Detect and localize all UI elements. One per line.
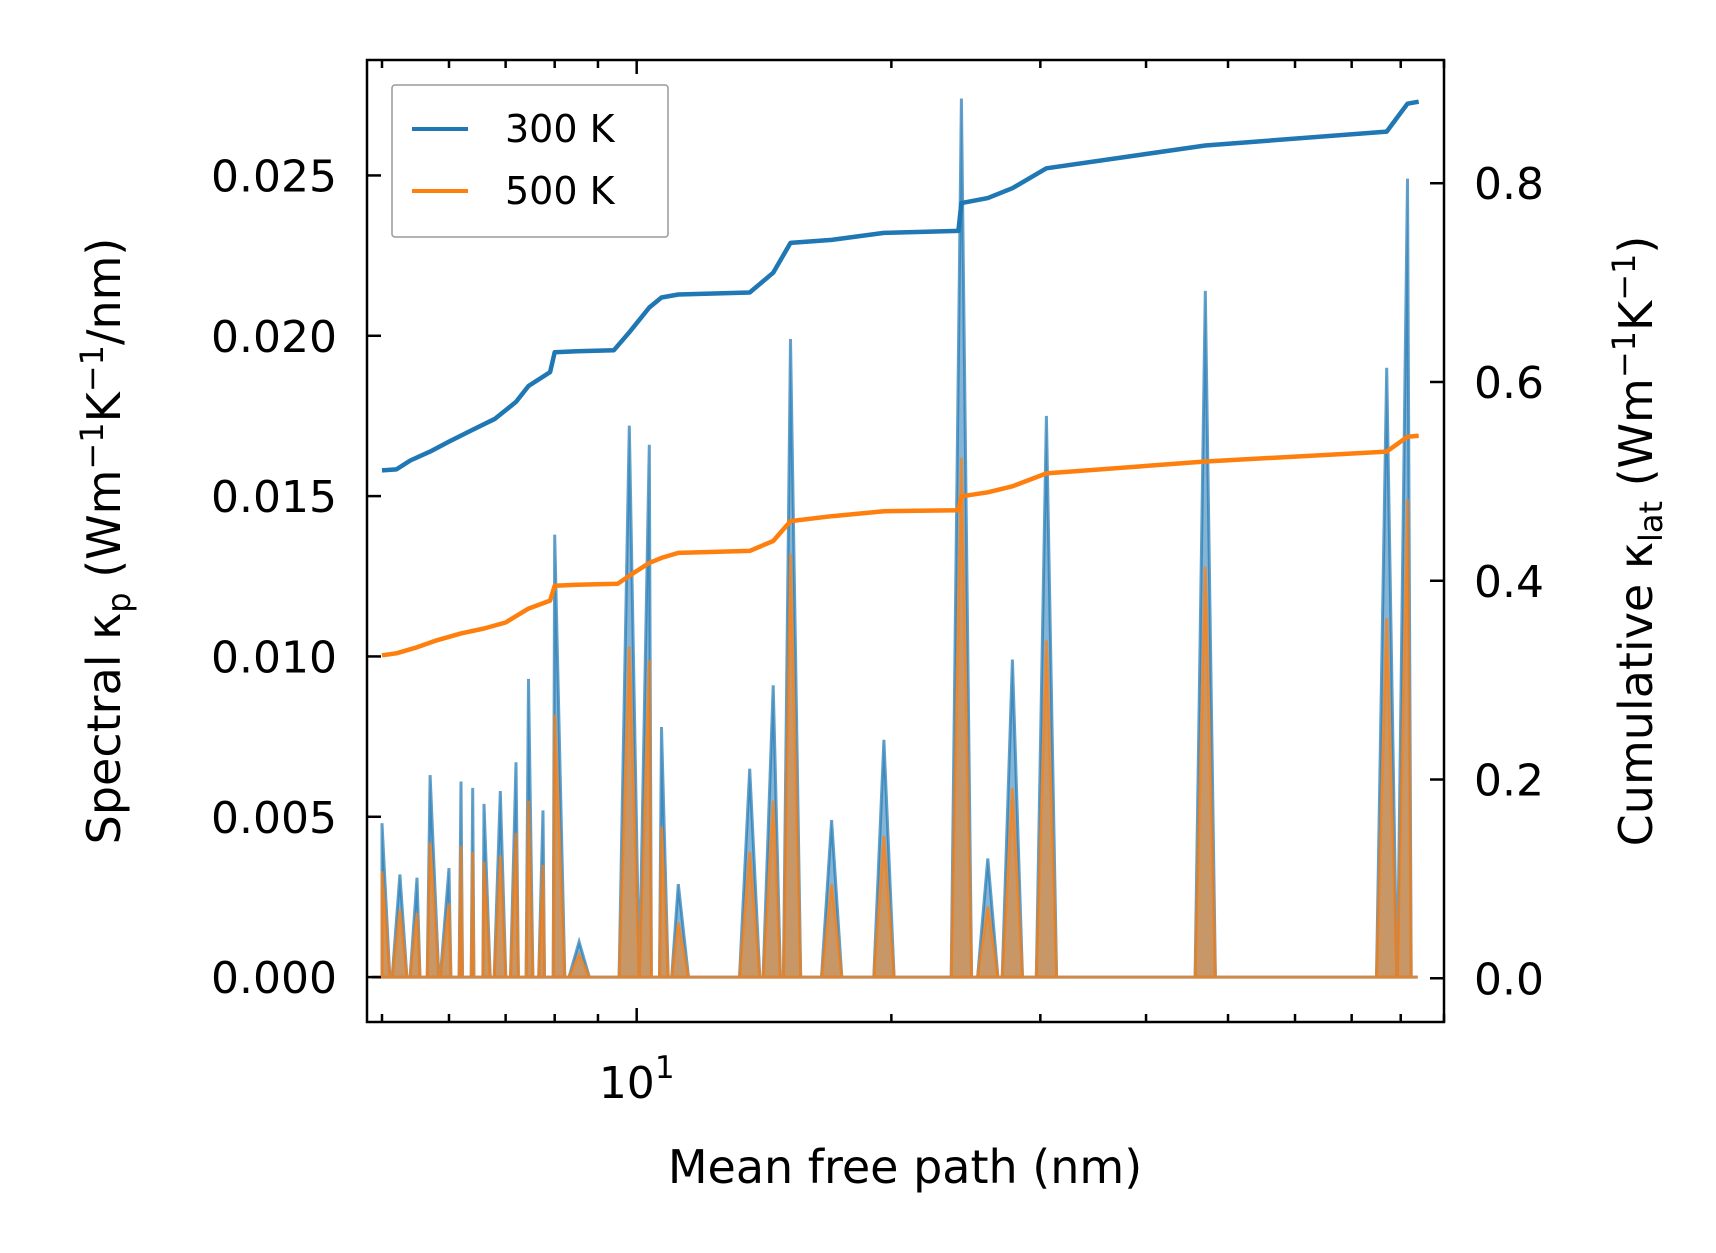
right-label-unit2: K bbox=[1609, 299, 1663, 331]
left-tick-label: 0.025 bbox=[211, 151, 337, 202]
left-tick-label: 0.005 bbox=[211, 793, 337, 844]
left-label-unit3: /nm) bbox=[77, 238, 131, 345]
right-label-sup1: −1 bbox=[1605, 331, 1643, 378]
x-axis-label: Mean free path (nm) bbox=[668, 1140, 1142, 1194]
left-tick-label: 0.000 bbox=[211, 953, 337, 1004]
right-label-unit3: ) bbox=[1609, 236, 1663, 254]
right-axis-label: Cumulative κlat (Wm−1K−1) bbox=[1605, 236, 1670, 847]
right-label-sub: lat bbox=[1632, 501, 1670, 542]
right-label-main: Cumulative κ bbox=[1609, 542, 1663, 846]
left-tick-label: 0.015 bbox=[211, 472, 337, 523]
right-tick-label: 0.8 bbox=[1474, 159, 1544, 210]
cumulative-line-layer bbox=[381, 99, 1420, 658]
left-label-unit2: K bbox=[77, 390, 131, 422]
plot-frame bbox=[365, 58, 1446, 1024]
left-label-sup1: −1 bbox=[73, 422, 111, 469]
left-label-sup2: −1 bbox=[73, 345, 111, 392]
cumulative-line-500k bbox=[381, 433, 1419, 658]
left-tick-label: 0.020 bbox=[211, 312, 337, 363]
left-label-sub: p bbox=[100, 592, 138, 612]
spectral-fill-500k bbox=[371, 457, 1418, 979]
right-tick-label: 0.4 bbox=[1474, 557, 1544, 608]
legend-label-300k: 300 K bbox=[505, 107, 616, 151]
left-label-unit1: (Wm bbox=[77, 470, 131, 593]
right-tick-label: 0.6 bbox=[1474, 358, 1544, 409]
right-tick-label: 0.0 bbox=[1474, 954, 1544, 1005]
legend-frame bbox=[391, 84, 669, 238]
left-tick-label: 0.010 bbox=[211, 632, 337, 683]
left-axis-label: Spectral κp (Wm−1K−1/nm) bbox=[73, 238, 138, 845]
right-label-sup2: −1 bbox=[1605, 254, 1643, 301]
cumulative-line-300k bbox=[381, 99, 1420, 473]
right-tick-label: 0.2 bbox=[1474, 756, 1544, 807]
left-label-main: Spectral κ bbox=[77, 613, 131, 845]
legend-label-500k: 500 K bbox=[505, 169, 616, 213]
spectral-fill-layer bbox=[371, 98, 1418, 979]
right-label-unit1: (Wm bbox=[1609, 378, 1663, 501]
legend: 300 K 500 K bbox=[391, 84, 669, 238]
x-tick-label: 101 bbox=[599, 1050, 675, 1109]
tick-layer: 0.000 0.005 0.010 0.015 0.020 0.025 0.0 0.2 0.4 0… bbox=[211, 60, 1544, 1109]
